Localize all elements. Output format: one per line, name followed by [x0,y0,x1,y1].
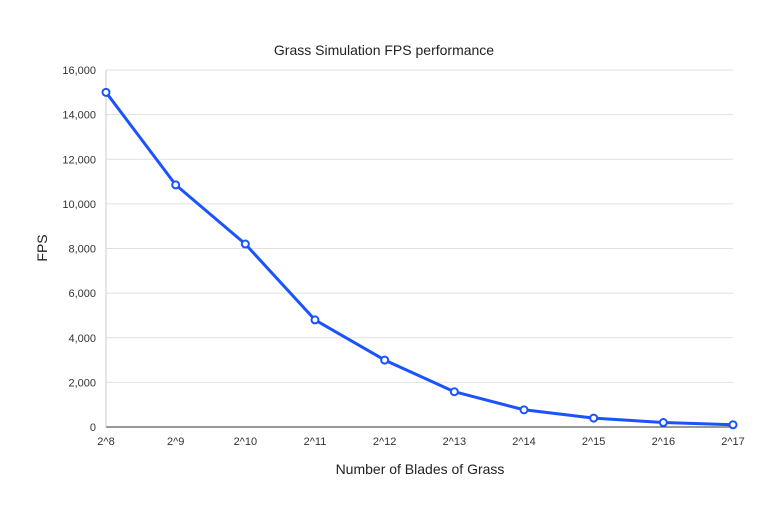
data-point [658,418,668,428]
series-line [104,90,735,427]
y-tick-label: 0 [90,422,96,434]
y-tick-labels: 0 2,000 4,000 6,000 8,000 10,000 12,000 14,000 1… [62,65,96,434]
x-tick-label: 2^14 [512,436,536,448]
data-point [728,420,738,430]
x-tick-label: 2^15 [582,436,606,448]
x-tick-label: 2^16 [652,436,676,448]
data-point [171,180,181,190]
x-tick-label: 2^12 [373,436,397,448]
data-point [589,413,599,423]
data-point [380,355,390,365]
x-tick-label: 2^17 [721,436,745,448]
data-point [449,387,459,397]
y-tick-label: 8,000 [68,244,96,256]
y-tick-label: 2,000 [68,377,96,389]
y-tick-label: 16,000 [62,65,96,77]
data-point [519,405,529,415]
y-tick-label: 14,000 [62,110,96,122]
axes [105,70,733,428]
x-tick-label: 2^11 [304,436,327,448]
data-point [240,239,250,249]
y-tick-label: 10,000 [62,199,96,211]
data-point [310,315,320,325]
data-point [101,87,111,97]
y-tick-label: 12,000 [62,154,96,166]
x-tick-label: 2^8 [97,436,114,448]
y-tick-label: 6,000 [68,288,96,300]
gridlines [106,69,733,383]
series [101,87,738,430]
x-tick-label: 2^10 [234,436,258,448]
x-axis-title: Number of Blades of Grass [336,461,505,477]
y-axis-title: FPS [34,234,50,261]
x-tick-label: 2^13 [443,436,467,448]
x-tick-labels: 2^8 2^9 2^10 2^11 2^12 2^13 2^14 2^15 2^16 2^17 [97,436,744,448]
chart-title: Grass Simulation FPS performance [274,42,494,58]
y-tick-label: 4,000 [68,333,96,345]
x-tick-label: 2^9 [167,436,184,448]
